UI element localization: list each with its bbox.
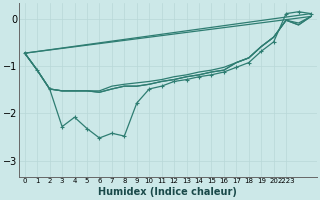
X-axis label: Humidex (Indice chaleur): Humidex (Indice chaleur) <box>99 187 237 197</box>
